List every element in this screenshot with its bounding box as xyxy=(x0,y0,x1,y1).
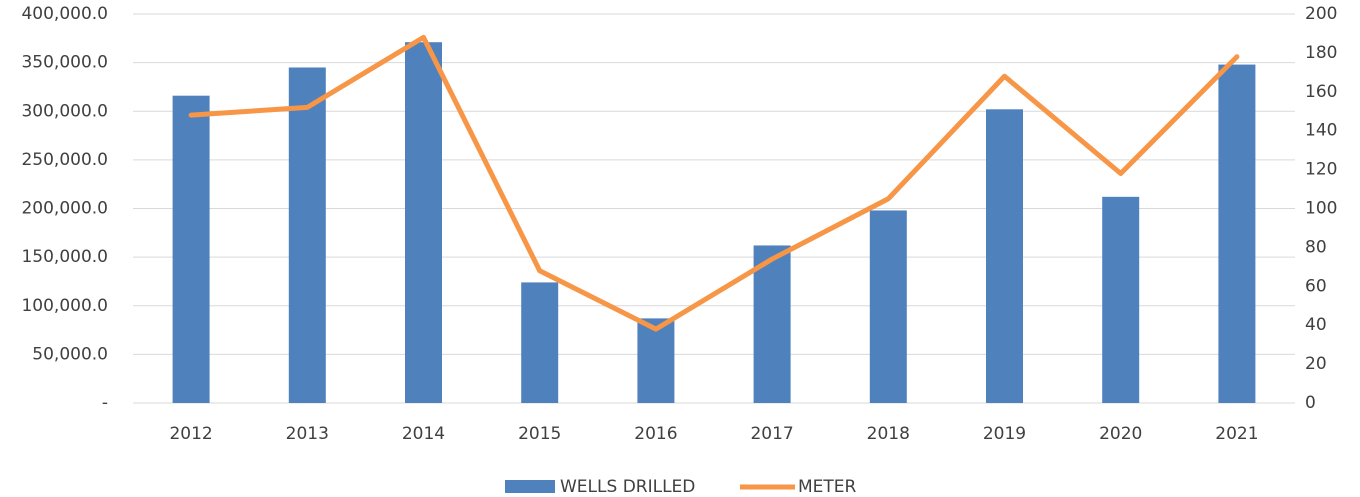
x-tick-label: 2016 xyxy=(634,424,677,444)
bar xyxy=(1218,64,1256,403)
x-tick-label: 2021 xyxy=(1215,424,1258,444)
bar xyxy=(1102,196,1140,403)
x-tick-label: 2018 xyxy=(867,424,910,444)
x-tick-label: 2017 xyxy=(750,424,793,444)
y-tick-label: 200,000.0 xyxy=(21,199,108,219)
x-tick-label: 2015 xyxy=(518,424,561,444)
legend-label: METER xyxy=(798,477,857,497)
legend-label: WELLS DRILLED xyxy=(560,477,695,497)
y-tick-label: 400,000.0 xyxy=(21,4,108,24)
y-tick-label: 50,000.0 xyxy=(32,344,108,364)
y2-tick-label: 160 xyxy=(1305,82,1337,102)
bar xyxy=(637,318,675,403)
y2-tick-label: 100 xyxy=(1305,199,1337,219)
y-tick-label: - xyxy=(102,393,108,413)
x-tick-label: 2019 xyxy=(983,424,1026,444)
bar xyxy=(288,67,326,404)
y-tick-label: 150,000.0 xyxy=(21,247,108,267)
x-tick-label: 2012 xyxy=(169,424,212,444)
y2-tick-label: 0 xyxy=(1305,393,1316,413)
bar xyxy=(986,109,1023,404)
y2-tick-label: 120 xyxy=(1305,160,1337,180)
bar xyxy=(405,42,442,403)
y2-tick-label: 20 xyxy=(1305,354,1327,374)
line xyxy=(188,34,1240,332)
y2-tick-label: 140 xyxy=(1305,121,1337,141)
y2-tick-label: 40 xyxy=(1305,315,1327,335)
y-tick-label: 350,000.0 xyxy=(21,53,108,73)
x-tick-label: 2020 xyxy=(1099,424,1142,444)
legend-swatch xyxy=(505,480,555,493)
x-tick-label: 2014 xyxy=(402,424,445,444)
bar xyxy=(172,95,210,403)
y-tick-label: 100,000.0 xyxy=(21,296,108,316)
bar xyxy=(753,245,791,403)
y2-tick-label: 200 xyxy=(1305,4,1337,24)
bar xyxy=(521,282,559,403)
y2-tick-label: 80 xyxy=(1305,237,1327,257)
y2-tick-label: 180 xyxy=(1305,43,1337,63)
x-tick-label: 2013 xyxy=(286,424,329,444)
y-tick-label: 300,000.0 xyxy=(21,101,108,121)
y2-tick-label: 60 xyxy=(1305,276,1327,296)
bar xyxy=(869,210,907,403)
y-tick-label: 250,000.0 xyxy=(21,150,108,170)
